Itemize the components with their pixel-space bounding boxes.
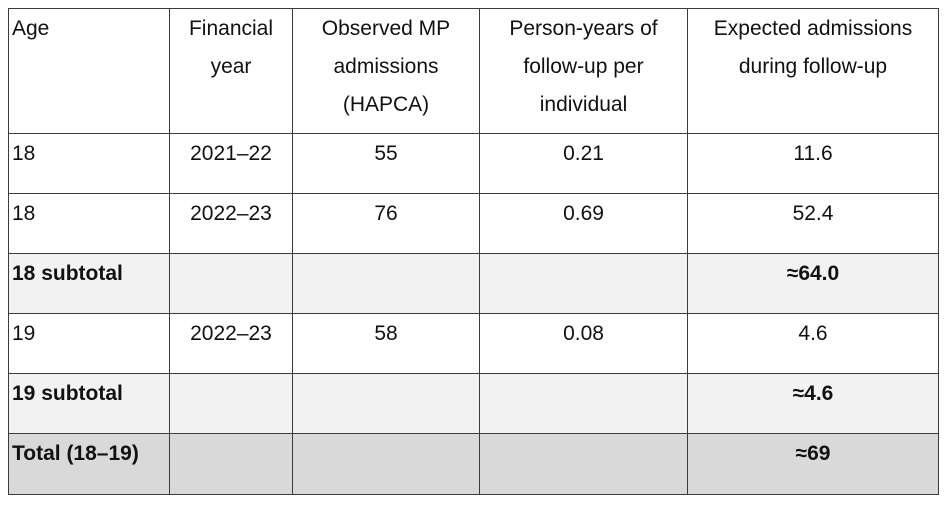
cell-subtotal-label: 18 subtotal	[8, 253, 170, 314]
cell-total-label: Total (18–19)	[8, 433, 170, 495]
table-header-row: Age Financial year Observed MP admission…	[8, 8, 939, 134]
cell-observed-admissions	[292, 253, 480, 314]
cell-financial-year	[169, 373, 293, 434]
header-cell-expected-admissions: Expected admissions during follow-up	[687, 8, 939, 134]
cell-person-years	[479, 373, 688, 434]
cell-person-years: 0.08	[479, 313, 688, 374]
cell-expected-admissions: 11.6	[687, 133, 939, 194]
subtotal-row-19: 19 subtotal ≈4.6	[8, 373, 939, 434]
cell-observed-admissions: 76	[292, 193, 480, 254]
cell-observed-admissions	[292, 433, 480, 495]
subtotal-row-18: 18 subtotal ≈64.0	[8, 253, 939, 314]
cell-expected-admissions: 4.6	[687, 313, 939, 374]
total-row: Total (18–19) ≈69	[8, 433, 939, 495]
header-cell-observed-admissions: Observed MP admissions (HAPCA)	[292, 8, 480, 134]
cell-financial-year: 2022–23	[169, 193, 293, 254]
cell-age: 18	[8, 193, 170, 254]
cell-person-years: 0.21	[479, 133, 688, 194]
admissions-table: Age Financial year Observed MP admission…	[8, 8, 939, 495]
cell-financial-year: 2021–22	[169, 133, 293, 194]
cell-financial-year	[169, 253, 293, 314]
cell-observed-admissions: 55	[292, 133, 480, 194]
cell-expected-admissions: ≈64.0	[687, 253, 939, 314]
cell-expected-admissions: 52.4	[687, 193, 939, 254]
cell-person-years	[479, 253, 688, 314]
header-cell-age: Age	[8, 8, 170, 134]
cell-financial-year: 2022–23	[169, 313, 293, 374]
cell-expected-admissions: ≈69	[687, 433, 939, 495]
table-row-age18-2022: 18 2022–23 76 0.69 52.4	[8, 193, 939, 254]
cell-expected-admissions: ≈4.6	[687, 373, 939, 434]
cell-person-years: 0.69	[479, 193, 688, 254]
header-cell-financial-year: Financial year	[169, 8, 293, 134]
cell-observed-admissions	[292, 373, 480, 434]
cell-age: 18	[8, 133, 170, 194]
cell-person-years	[479, 433, 688, 495]
header-cell-person-years: Person-years of follow-up per individual	[479, 8, 688, 134]
cell-subtotal-label: 19 subtotal	[8, 373, 170, 434]
table-row-age19-2022: 19 2022–23 58 0.08 4.6	[8, 313, 939, 374]
cell-financial-year	[169, 433, 293, 495]
cell-age: 19	[8, 313, 170, 374]
table-row-age18-2021: 18 2021–22 55 0.21 11.6	[8, 133, 939, 194]
cell-observed-admissions: 58	[292, 313, 480, 374]
